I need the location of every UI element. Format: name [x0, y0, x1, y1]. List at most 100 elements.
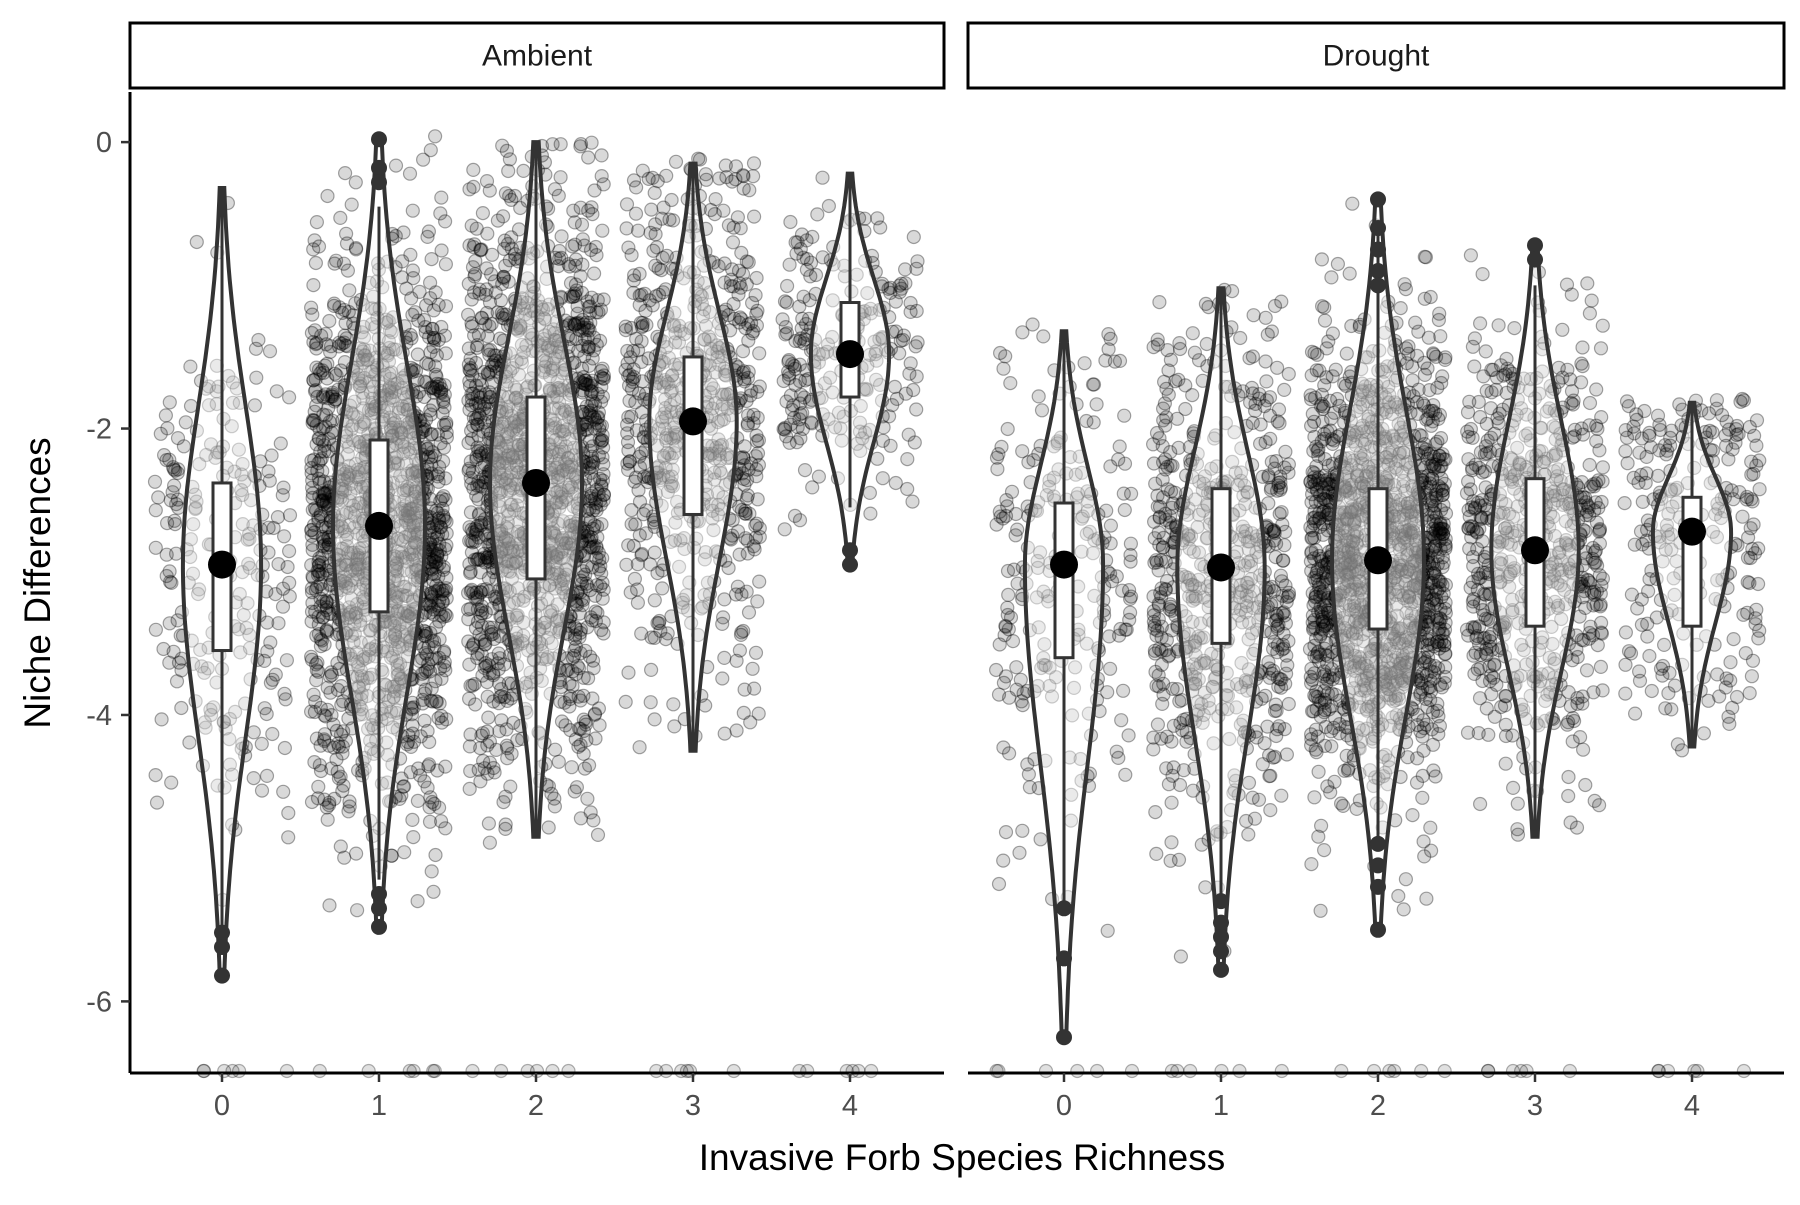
- x-tick-label: 4: [842, 1090, 858, 1122]
- data-point: [799, 464, 812, 477]
- data-point: [305, 462, 318, 475]
- data-point: [622, 539, 635, 552]
- data-point: [171, 675, 184, 688]
- data-point: [481, 175, 494, 188]
- data-point: [902, 428, 915, 441]
- data-point: [1090, 398, 1103, 411]
- data-point: [335, 680, 348, 693]
- data-point: [261, 769, 274, 782]
- data-point: [548, 792, 561, 805]
- data-point: [709, 193, 722, 206]
- data-point: [260, 708, 273, 721]
- data-point: [439, 822, 452, 835]
- data-point: [822, 200, 835, 213]
- data-point: [1118, 504, 1131, 517]
- data-point: [1246, 791, 1259, 804]
- data-point: [470, 222, 483, 235]
- data-point: [586, 692, 599, 705]
- data-point: [656, 212, 669, 225]
- data-point: [727, 1065, 740, 1078]
- data-point: [596, 474, 609, 487]
- data-point: [1267, 664, 1280, 677]
- data-point: [725, 533, 738, 546]
- data-point: [1246, 416, 1259, 429]
- data-point: [426, 323, 439, 336]
- data-point: [1016, 824, 1029, 837]
- data-point: [576, 571, 589, 584]
- data-point: [895, 277, 908, 290]
- data-point: [270, 385, 283, 398]
- data-point: [585, 244, 598, 257]
- data-point: [1124, 555, 1137, 568]
- data-point: [476, 207, 489, 220]
- data-point: [309, 338, 322, 351]
- data-point: [650, 1065, 663, 1078]
- data-point: [283, 545, 296, 558]
- data-point: [793, 413, 806, 426]
- data-point: [737, 182, 750, 195]
- data-point: [248, 399, 261, 412]
- data-point: [991, 463, 1004, 476]
- data-point: [846, 1065, 859, 1078]
- data-point: [1281, 591, 1294, 604]
- data-point: [1268, 585, 1281, 598]
- data-point: [623, 394, 636, 407]
- data-point: [151, 796, 164, 809]
- data-point: [431, 764, 444, 777]
- data-point: [796, 228, 809, 241]
- data-point: [428, 1065, 441, 1078]
- data-point: [1113, 629, 1126, 642]
- data-point: [477, 755, 490, 768]
- data-point: [735, 313, 748, 326]
- data-point: [910, 370, 923, 383]
- data-point: [1271, 622, 1284, 635]
- data-point: [1115, 714, 1128, 727]
- data-point: [312, 556, 325, 569]
- data-point: [576, 386, 589, 399]
- data-point: [247, 772, 260, 785]
- data-point: [568, 785, 581, 798]
- data-point: [1273, 403, 1286, 416]
- data-point: [751, 435, 764, 448]
- data-point: [803, 294, 816, 307]
- data-point: [362, 1065, 375, 1078]
- data-point: [653, 615, 666, 628]
- data-point: [1124, 537, 1137, 550]
- data-point: [727, 236, 740, 249]
- data-point: [467, 180, 480, 193]
- data-point: [1126, 1065, 1139, 1078]
- data-point: [406, 204, 419, 217]
- data-point: [748, 543, 761, 556]
- data-point: [644, 696, 657, 709]
- data-point: [993, 878, 1006, 891]
- data-point: [334, 211, 347, 224]
- data-point: [1261, 328, 1274, 341]
- data-point: [1000, 826, 1013, 839]
- data-point: [390, 159, 403, 172]
- data-point: [425, 563, 438, 576]
- data-point: [593, 423, 606, 436]
- data-point: [1104, 519, 1117, 532]
- data-point: [1002, 588, 1015, 601]
- data-point: [167, 645, 180, 658]
- data-point: [864, 507, 877, 520]
- mean-marker: [208, 551, 236, 579]
- data-point: [321, 813, 334, 826]
- data-point: [334, 840, 347, 853]
- mean-marker: [522, 469, 550, 497]
- data-point: [396, 255, 409, 268]
- outlier-point: [214, 925, 230, 941]
- data-point: [730, 724, 743, 737]
- data-point: [568, 216, 581, 229]
- data-point: [562, 1065, 575, 1078]
- data-point: [307, 571, 320, 584]
- data-point: [1156, 697, 1169, 710]
- data-point: [992, 448, 1005, 461]
- data-point: [350, 243, 363, 256]
- data-point: [556, 715, 569, 728]
- data-point: [1122, 729, 1135, 742]
- data-point: [1032, 390, 1045, 403]
- data-point: [149, 475, 162, 488]
